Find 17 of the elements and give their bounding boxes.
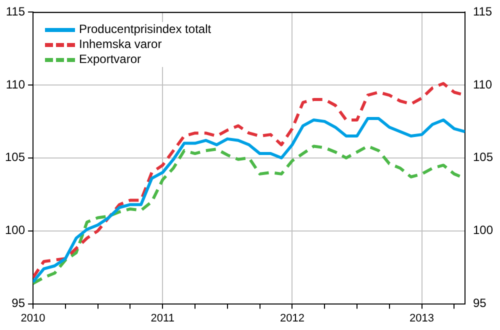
y2-tick-label: 115 [472,4,492,18]
x-tick-label: 2012 [280,312,304,324]
y-tick-label: 115 [6,4,26,18]
legend-label: Inhemska varor [79,37,162,52]
y2-tick-label: 95 [472,296,487,310]
y-tick-label: 110 [6,77,26,92]
legend-label: Producentprisindex totalt [79,22,212,37]
y-tick-label: 95 [12,296,26,310]
y2-tick-label: 100 [472,223,494,238]
x-tick-label: 2010 [20,312,46,324]
legend-label: Exportvaror [79,52,142,67]
x-tick-label: 2011 [150,312,174,324]
y2-tick-label: 110 [472,77,492,92]
y-tick-label: 105 [4,150,26,164]
y2-tick-label: 105 [472,150,494,164]
y-tick-label: 100 [4,223,26,238]
x-tick-label: 2013 [410,312,434,324]
